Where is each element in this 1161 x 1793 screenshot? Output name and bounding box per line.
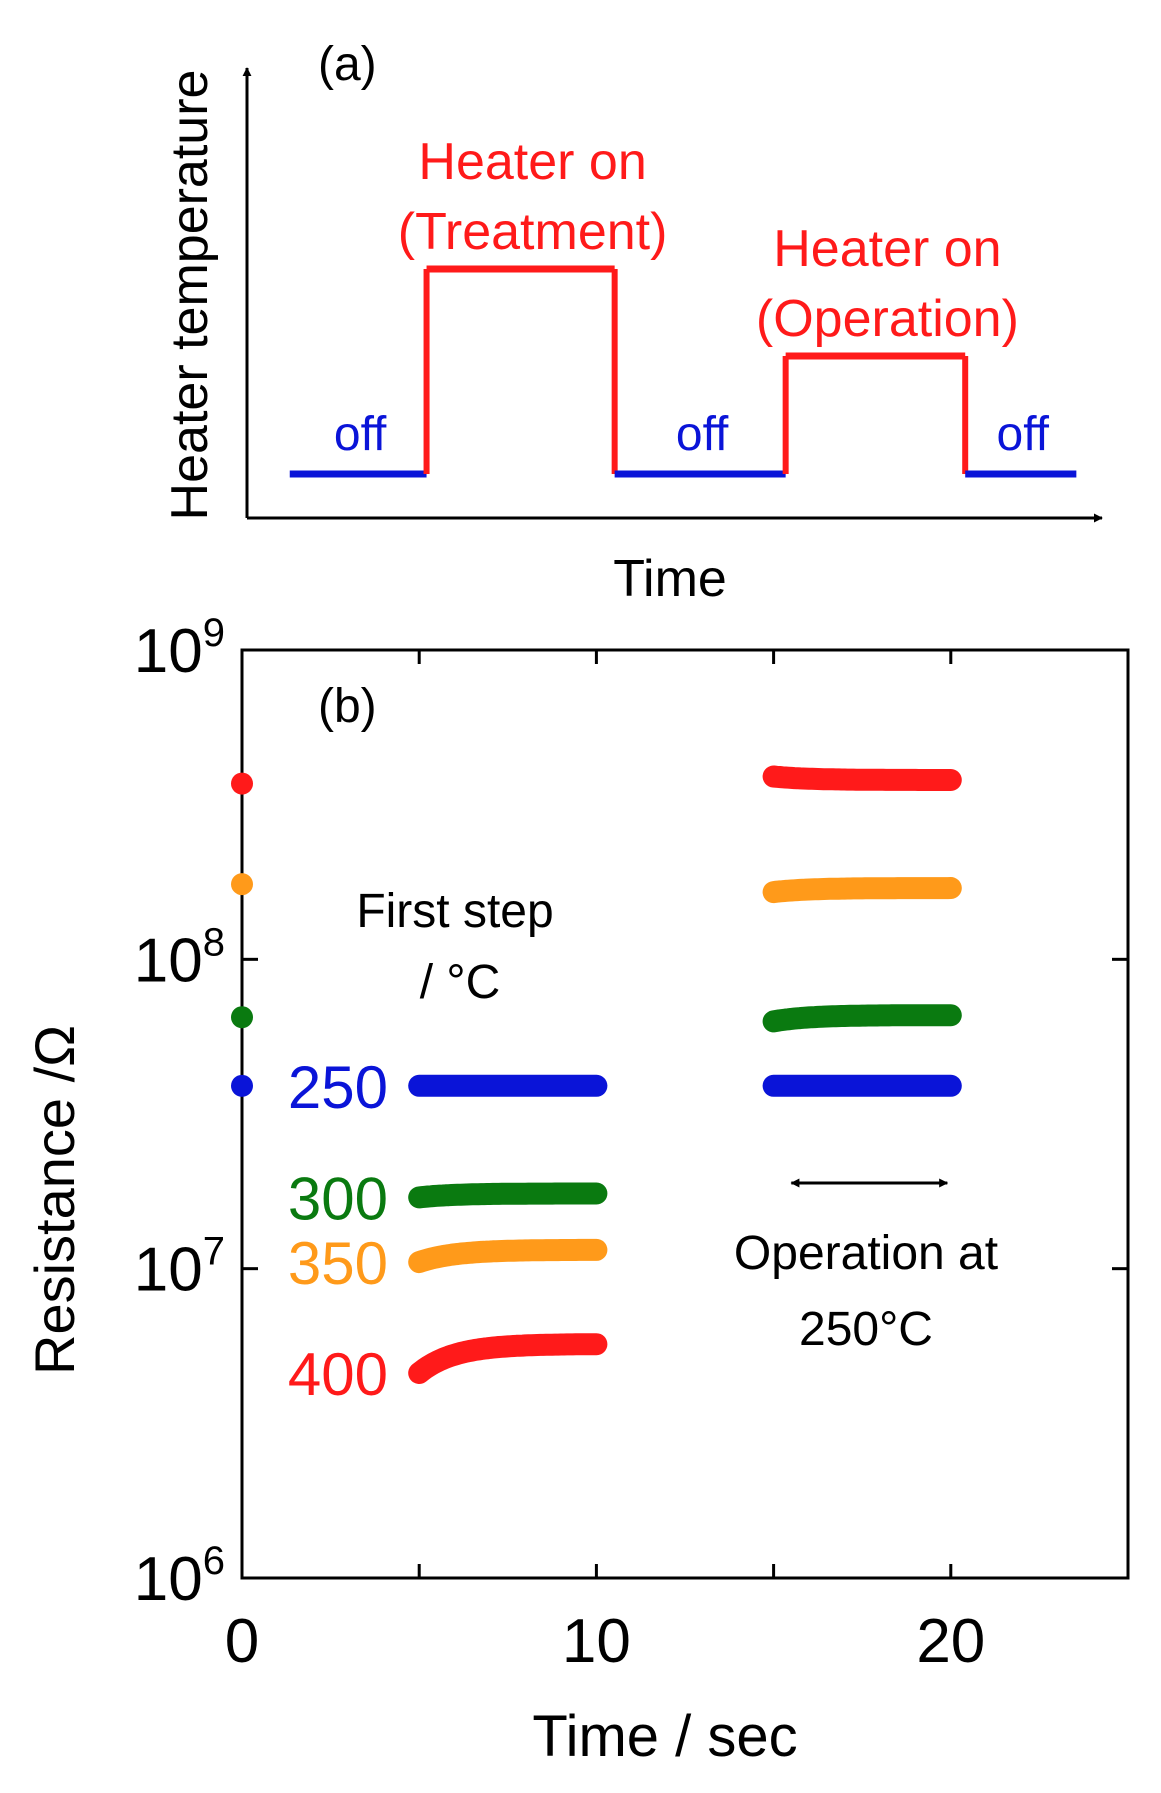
- panel-b-xlabel: Time / sec: [532, 1704, 797, 1769]
- panel-a-xlabel: Time: [613, 550, 727, 608]
- series-350-step1: [408, 1238, 608, 1274]
- heater-on-label-1: Heater on: [418, 133, 646, 191]
- initial-point-350: [231, 873, 253, 896]
- off-label-4: off: [997, 408, 1050, 461]
- x-tick-label: 20: [916, 1607, 985, 1676]
- operation-annotation: Operation at 250°C: [734, 1178, 998, 1356]
- legend-label-400: 400: [288, 1341, 388, 1408]
- legend-label-250: 250: [288, 1054, 388, 1121]
- series-300-step2: [762, 1004, 962, 1033]
- initial-point-300: [231, 1006, 253, 1029]
- operation-annotation-line1: Operation at: [734, 1227, 998, 1280]
- y-tick-label-1e7: 107: [134, 1230, 225, 1305]
- x-tick-label: 0: [225, 1607, 259, 1676]
- y-tick-label-1e8: 108: [134, 920, 225, 995]
- heater-on-sublabel-1: (Treatment): [398, 203, 668, 261]
- off-label-2: off: [676, 408, 729, 461]
- legend-title-line1: First step: [356, 885, 553, 938]
- panel-b-x-ticks: 0 10 20: [225, 650, 1130, 1676]
- operation-annotation-line2: 250°C: [799, 1303, 933, 1356]
- panel-a-ylabel: Heater temperature: [161, 70, 219, 521]
- panel-b-plot-frame: [240, 648, 1130, 1580]
- panel-a: (a) Heater temperature Time off Heater on…: [161, 38, 1103, 608]
- off-label-0: off: [334, 408, 387, 461]
- legend-label-300: 300: [288, 1165, 388, 1232]
- series-400-step2: [762, 765, 962, 791]
- y-tick-label-1e6: 106: [134, 1539, 225, 1614]
- panel-a-label: (a): [318, 38, 377, 91]
- series-400-step1: [408, 1333, 608, 1384]
- y-tick-label-1e9: 109: [134, 611, 225, 686]
- heater-on-sublabel-3: (Operation): [756, 290, 1019, 348]
- panel-b-series: [231, 765, 962, 1384]
- panel-b-label: (b): [318, 680, 377, 733]
- panel-b-y-ticks: 106 107 108 109: [134, 611, 1128, 1614]
- series-350-step2: [762, 877, 962, 904]
- panel-b: (b) Resistance /Ω Time / sec 0 10 20 10610…: [23, 611, 1130, 1769]
- heater-on-label-3: Heater on: [773, 220, 1001, 278]
- x-tick-label: 10: [562, 1607, 631, 1676]
- initial-point-250: [231, 1074, 253, 1097]
- legend-label-350: 350: [288, 1230, 388, 1297]
- panel-a-heater-profile: [289, 265, 1077, 478]
- legend-title-line2: / °C: [420, 956, 501, 1009]
- series-300-step1: [408, 1182, 608, 1209]
- initial-point-400: [231, 772, 253, 795]
- panel-a-state-labels: off Heater on (Treatment) off Heater on (Oper…: [334, 133, 1050, 461]
- panel-b-ylabel: Resistance /Ω: [23, 1025, 86, 1375]
